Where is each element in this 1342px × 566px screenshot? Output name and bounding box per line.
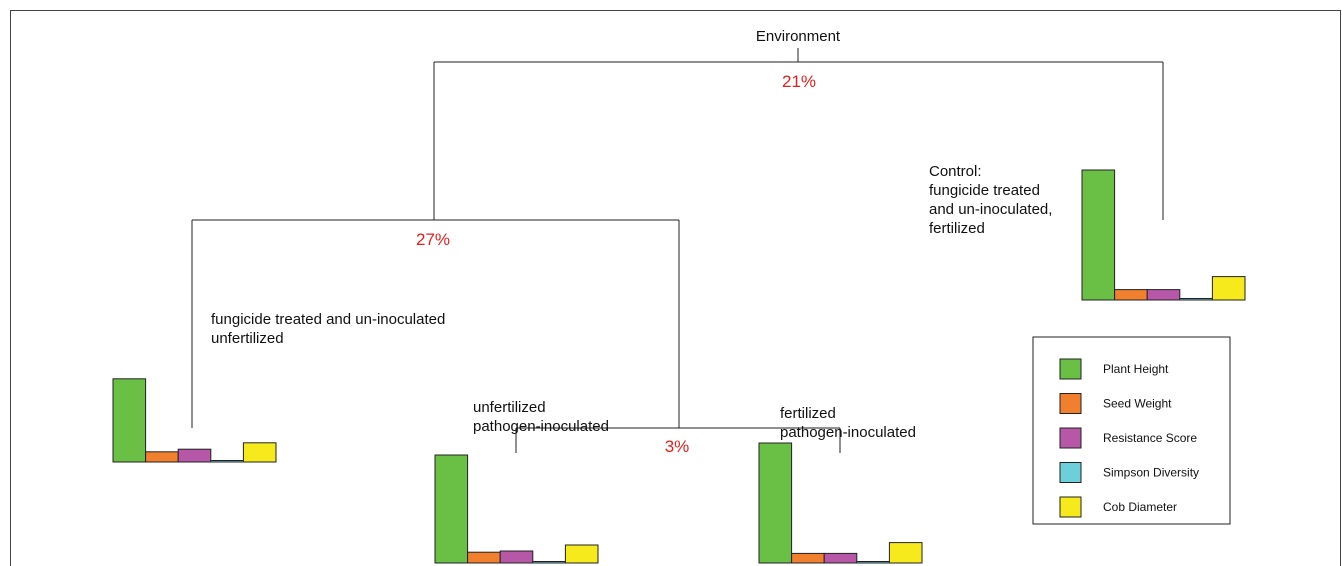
- bar-resistance-score: [1147, 290, 1180, 300]
- bar-simpson-diversity: [211, 461, 244, 463]
- leaf-label-line: fungicide treated: [929, 182, 1040, 199]
- legend-label: Plant Height: [1103, 362, 1169, 376]
- legend-label: Seed Weight: [1103, 397, 1172, 411]
- bar-cob-diameter: [565, 545, 598, 563]
- root-label: Environment: [756, 28, 841, 45]
- bar-seed-weight: [1115, 290, 1148, 300]
- legend-label: Simpson Diversity: [1103, 466, 1199, 480]
- split-percent-inoculated: 3%: [665, 437, 690, 456]
- leaf-label-line: pathogen-inoculated: [473, 418, 609, 435]
- bar-seed-weight: [792, 553, 825, 563]
- leaf-chart-unfertilized-treated: [113, 379, 276, 462]
- bar-plant-height: [1082, 170, 1115, 300]
- bar-cob-diameter: [1212, 277, 1245, 300]
- bar-seed-weight: [146, 452, 179, 462]
- leaf-label-line: unfertilized: [211, 330, 284, 347]
- leaf-label-line: fertilized: [929, 220, 985, 237]
- split-percent-left: 27%: [416, 230, 450, 249]
- leaf-label-unfertilized-inoculated: unfertilized pathogen-inoculated: [473, 399, 609, 435]
- bar-plant-height: [435, 455, 468, 563]
- split-percent-root: 21%: [782, 72, 816, 91]
- leaf-label-line: and un-inoculated,: [929, 201, 1052, 218]
- bar-resistance-score: [178, 449, 211, 462]
- legend-label: Cob Diameter: [1103, 500, 1177, 514]
- leaf-label-line: unfertilized: [473, 399, 546, 416]
- bar-resistance-score: [500, 551, 533, 563]
- leaf-label-control: Control: fungicide treated and un-inocul…: [929, 163, 1052, 237]
- leaf-label-unfertilized-treated: fungicide treated and un-inoculated unfe…: [211, 311, 445, 347]
- legend-swatch-seed-weight: [1060, 394, 1081, 414]
- bar-plant-height: [113, 379, 146, 462]
- legend-swatch-simpson-diversity: [1060, 463, 1081, 483]
- leaf-label-line: fertilized: [780, 405, 836, 422]
- leaf-label-line: fungicide treated and un-inoculated: [211, 311, 445, 328]
- bar-simpson-diversity: [1180, 299, 1213, 301]
- bar-cob-diameter: [243, 443, 276, 462]
- bar-seed-weight: [468, 552, 501, 563]
- legend-swatch-plant-height: [1060, 359, 1081, 379]
- leaf-chart-unfertilized-inoculated: [435, 455, 598, 563]
- leaf-label-line: Control:: [929, 163, 982, 180]
- bar-plant-height: [759, 443, 792, 563]
- legend: Plant Height Seed Weight Resistance Score S…: [1033, 337, 1230, 524]
- leaf-label-fertilized-inoculated: fertilized pathogen-inoculated: [780, 405, 916, 441]
- legend-label: Resistance Score: [1103, 431, 1197, 445]
- legend-swatch-resistance-score: [1060, 428, 1081, 448]
- bar-cob-diameter: [889, 543, 922, 563]
- leaf-label-line: pathogen-inoculated: [780, 424, 916, 441]
- bar-simpson-diversity: [857, 562, 890, 564]
- bar-resistance-score: [824, 553, 857, 563]
- bar-simpson-diversity: [533, 562, 566, 564]
- legend-swatch-cob-diameter: [1060, 497, 1081, 517]
- leaf-chart-fertilized-inoculated: [759, 443, 922, 563]
